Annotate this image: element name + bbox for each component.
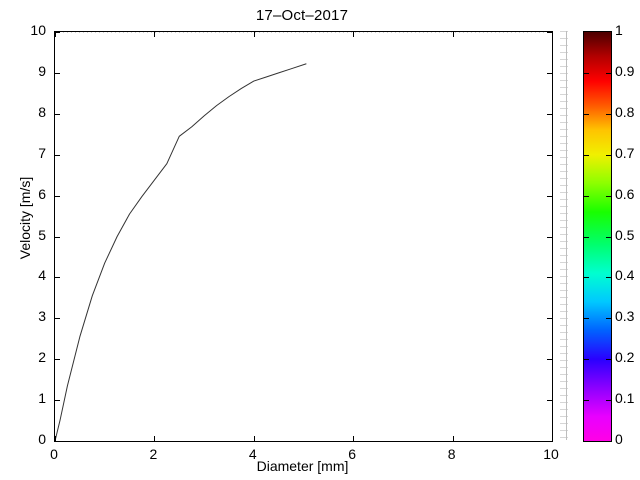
x-tick-label-0: 0 <box>50 446 58 462</box>
y-tick-6 <box>547 195 553 197</box>
x-tick-10 <box>552 31 553 37</box>
y-tick-label-6: 6 <box>38 185 46 202</box>
y-tick-label-3: 3 <box>38 308 46 325</box>
x-tick-6 <box>353 31 355 37</box>
plot-inner <box>55 32 552 441</box>
x-tick-label-4: 4 <box>248 446 257 462</box>
y-tick-label-1: 1 <box>38 390 46 407</box>
colorbar-tick-0.9 <box>606 72 611 74</box>
colorbar-tick-0.8 <box>606 113 611 115</box>
y-tick-3 <box>54 318 60 320</box>
x-tick-10 <box>552 436 553 442</box>
colorbar-tick-0.6 <box>606 195 611 197</box>
y-tick-1 <box>547 400 553 402</box>
data-line-series <box>55 63 307 441</box>
colorbar-tick-0.5 <box>606 236 611 238</box>
y-tick-4 <box>547 277 553 279</box>
chart-title: 17–Oct–2017 <box>255 7 349 24</box>
colorbar-tick-label-0.4: 0.4 <box>615 267 635 284</box>
x-tick-4 <box>253 436 255 442</box>
colorbar-tick-0.4 <box>606 277 611 279</box>
colorbar-ghost-dots <box>560 31 568 440</box>
colorbar-tick-label-0.6: 0.6 <box>615 185 635 202</box>
y-tick-label-7: 7 <box>38 144 46 161</box>
y-tick-9 <box>54 72 60 74</box>
colorbar-ghost-line <box>566 31 567 440</box>
colorbar-tick-0.4 <box>584 277 589 279</box>
colorbar-tick-label-0.1: 0.1 <box>615 390 635 407</box>
y-tick-6 <box>54 195 60 197</box>
colorbar-tick-0.7 <box>584 154 589 156</box>
y-tick-5 <box>54 236 60 238</box>
colorbar-tick-label-0: 0 <box>615 431 623 447</box>
colorbar-tick-label-0.8: 0.8 <box>615 103 635 120</box>
x-tick-0 <box>55 31 56 37</box>
y-tick-8 <box>54 113 60 115</box>
colorbar-tick-label-0.5: 0.5 <box>615 226 635 243</box>
y-tick-4 <box>54 277 60 279</box>
colorbar <box>583 31 612 442</box>
colorbar-tick-label-0.3: 0.3 <box>615 308 635 325</box>
colorbar-tick-0.8 <box>584 113 589 115</box>
colorbar-tick-0.2 <box>584 359 589 361</box>
x-tick-6 <box>353 436 355 442</box>
colorbar-tick-label-0.9: 0.9 <box>615 62 635 79</box>
colorbar-tick-0.9 <box>584 72 589 74</box>
x-tick-label-6: 6 <box>348 446 357 462</box>
top-gridline <box>55 32 552 33</box>
y-tick-1 <box>54 400 60 402</box>
y-tick-label-5: 5 <box>38 226 46 243</box>
y-tick-7 <box>54 154 60 156</box>
colorbar-tick-label-0.7: 0.7 <box>615 144 635 161</box>
x-tick-8 <box>452 436 454 442</box>
y-tick-label-4: 4 <box>38 267 46 284</box>
colorbar-tick-0.7 <box>606 154 611 156</box>
colorbar-tick-0.2 <box>606 359 611 361</box>
y-tick-2 <box>547 359 553 361</box>
y-tick-label-2: 2 <box>38 349 46 366</box>
x-tick-2 <box>154 436 156 442</box>
y-tick-label-10: 10 <box>30 22 46 38</box>
y-tick-8 <box>547 113 553 115</box>
y-tick-10 <box>54 32 60 33</box>
colorbar-tick-0.6 <box>584 195 589 197</box>
x-tick-label-2: 2 <box>149 446 158 462</box>
y-tick-3 <box>547 318 553 320</box>
y-axis-label: Velocity [m/s] <box>17 176 33 260</box>
y-tick-9 <box>547 72 553 74</box>
x-tick-label-10: 10 <box>543 446 559 462</box>
colorbar-tick-0.5 <box>584 236 589 238</box>
x-tick-label-8: 8 <box>447 446 456 462</box>
y-tick-7 <box>547 154 553 156</box>
colorbar-tick-0.3 <box>606 318 611 320</box>
y-tick-10 <box>547 32 553 33</box>
x-tick-0 <box>55 436 56 442</box>
colorbar-tick-label-1: 1 <box>615 22 623 38</box>
y-tick-0 <box>547 441 553 442</box>
x-axis-label: Diameter [mm] <box>256 458 349 474</box>
x-tick-8 <box>452 31 454 37</box>
y-tick-label-9: 9 <box>38 62 46 79</box>
y-tick-2 <box>54 359 60 361</box>
y-tick-label-8: 8 <box>38 103 46 120</box>
x-tick-4 <box>253 31 255 37</box>
colorbar-tick-0.1 <box>606 400 611 402</box>
y-tick-5 <box>547 236 553 238</box>
y-tick-0 <box>54 441 60 442</box>
colorbar-tick-0.1 <box>584 400 589 402</box>
y-tick-label-0: 0 <box>38 431 46 447</box>
plot-area <box>54 31 553 442</box>
colorbar-tick-0.3 <box>584 318 589 320</box>
x-tick-2 <box>154 31 156 37</box>
colorbar-tick-label-0.2: 0.2 <box>615 349 635 366</box>
